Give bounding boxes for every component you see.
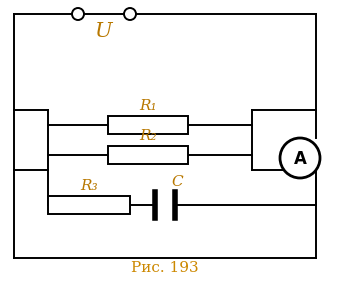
Circle shape [124,8,136,20]
Bar [108,116,188,134]
Circle shape [280,138,320,178]
Bar [48,196,130,214]
Text: R₁: R₁ [139,99,157,113]
Text: A: A [294,150,306,168]
Text: R₃: R₃ [80,179,98,193]
Text: R₂: R₂ [139,129,157,143]
Circle shape [72,8,84,20]
Text: Рис. 193: Рис. 193 [131,261,199,275]
Text: U: U [94,22,112,41]
Bar [108,146,188,164]
Text: C: C [171,175,183,189]
